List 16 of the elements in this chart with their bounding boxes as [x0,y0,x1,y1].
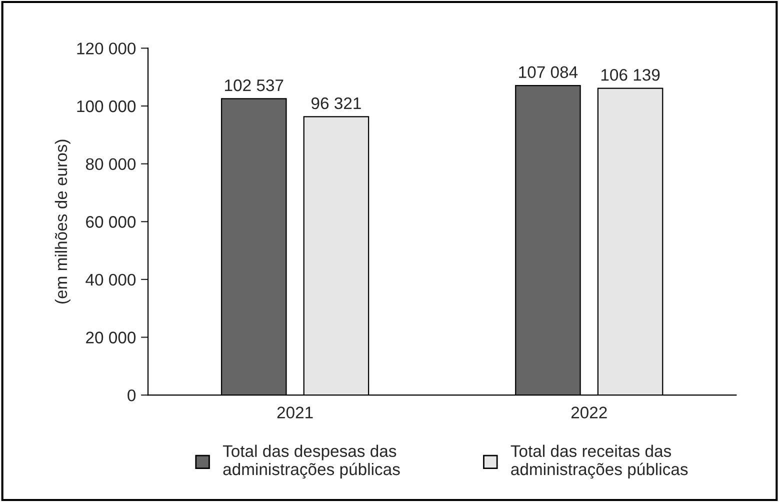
data-label: 102 537 [225,79,284,92]
data-label: 96 321 [312,97,361,110]
y-tick-label: 60 000 [86,216,136,228]
x-tick-label: 2022 [571,406,607,418]
y-tick-label: 20 000 [86,332,136,344]
data-label: 106 139 [601,68,660,81]
y-tick-label: 120 000 [77,42,136,54]
y-tick-label: 0 [128,389,136,402]
y-axis-title: (em milhões de euros) [54,140,70,304]
y-tick-label: 80 000 [86,158,136,170]
x-tick-label: 2021 [277,406,313,418]
y-tick-label: 40 000 [86,274,136,286]
legend-label: Total das despesas das administrações públicas [222,444,400,479]
y-tick-label: 100 000 [77,100,136,112]
legend-label: Total das receitas das administrações públicas [510,444,688,479]
data-label: 107 084 [519,66,578,78]
